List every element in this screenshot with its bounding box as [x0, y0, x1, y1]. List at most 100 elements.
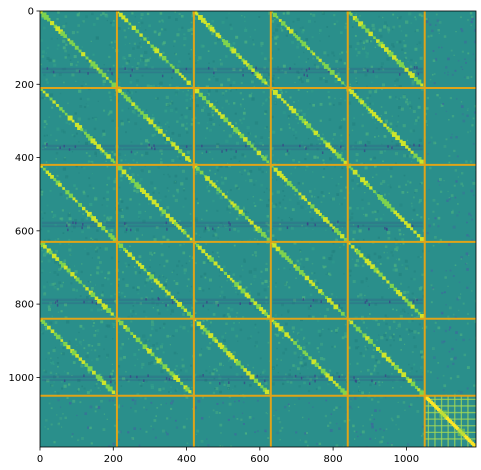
texture-cell — [448, 154, 451, 157]
texture-cell — [467, 52, 470, 55]
texture-cell — [185, 262, 188, 265]
diagonal-cell — [111, 390, 116, 394]
texture-cell — [361, 207, 364, 210]
dark-stripe-spot — [357, 225, 359, 228]
texture-cell — [176, 291, 180, 295]
texture-cell — [159, 133, 162, 135]
diagonal-cell — [110, 158, 114, 162]
texture-cell — [188, 106, 192, 110]
texture-cell — [267, 198, 271, 202]
texture-cell — [362, 68, 366, 71]
diagonal-cell — [116, 241, 120, 245]
texture-cell — [432, 244, 435, 247]
dark-stripe-spot — [68, 148, 71, 151]
texture-cell — [471, 290, 473, 292]
texture-cell — [236, 417, 239, 420]
texture-cell — [364, 67, 366, 70]
texture-cell — [317, 138, 320, 141]
texture-cell — [288, 410, 290, 412]
texture-cell — [253, 85, 256, 88]
texture-cell — [349, 45, 353, 49]
texture-cell — [304, 363, 307, 367]
texture-cell — [118, 78, 120, 80]
texture-cell — [158, 192, 160, 194]
diagonal-cell — [124, 249, 128, 253]
texture-cell — [418, 201, 421, 204]
texture-cell — [170, 401, 173, 405]
texture-cell — [92, 23, 96, 26]
diagonal-cell — [349, 13, 353, 16]
diagonal-cell — [80, 128, 84, 132]
texture-cell — [89, 65, 93, 69]
texture-cell — [410, 202, 413, 205]
texture-cell — [382, 160, 384, 163]
diagonal-cell — [391, 362, 395, 366]
diagonal-cell — [330, 147, 334, 151]
texture-cell — [419, 366, 423, 370]
texture-cell — [281, 69, 283, 71]
texture-cell — [105, 356, 108, 359]
texture-cell — [127, 380, 130, 383]
texture-cell — [417, 332, 420, 335]
texture-cell — [140, 297, 143, 300]
texture-cell — [146, 58, 150, 62]
texture-cell — [450, 357, 453, 361]
texture-cell — [148, 203, 150, 205]
texture-cell — [218, 411, 221, 414]
texture-cell — [230, 158, 233, 161]
texture-cell — [158, 82, 161, 85]
diagonal-cell — [259, 307, 264, 312]
diagonal-cell — [340, 311, 345, 316]
texture-cell — [294, 339, 297, 342]
texture-cell — [62, 232, 65, 234]
texture-cell — [329, 429, 333, 432]
texture-cell — [102, 132, 106, 136]
dark-stripe-spot — [78, 70, 81, 73]
texture-cell — [414, 191, 416, 194]
texture-cell — [284, 207, 287, 210]
texture-cell — [167, 370, 171, 374]
texture-cell — [87, 117, 91, 121]
texture-cell — [102, 129, 105, 133]
texture-cell — [187, 89, 189, 92]
texture-cell — [230, 90, 232, 92]
diagonal-cell — [369, 109, 374, 114]
texture-cell — [294, 167, 296, 169]
texture-cell — [98, 261, 102, 264]
diagonal-cell — [351, 245, 355, 249]
texture-cell — [417, 314, 421, 317]
diagonal-cell — [209, 103, 214, 108]
texture-cell — [149, 84, 153, 88]
texture-cell — [57, 398, 60, 402]
texture-cell — [67, 223, 71, 227]
texture-cell — [319, 40, 321, 42]
texture-cell — [396, 41, 399, 44]
diagonal-cell — [212, 29, 216, 33]
texture-cell — [382, 282, 384, 284]
diagonal-cell — [40, 242, 46, 248]
texture-cell — [274, 203, 278, 206]
texture-cell — [291, 326, 295, 330]
texture-cell — [79, 324, 83, 328]
texture-cell — [151, 288, 153, 290]
texture-cell — [225, 164, 229, 168]
texture-cell — [198, 56, 202, 60]
diagonal-cell — [55, 334, 61, 340]
texture-cell — [395, 379, 399, 383]
texture-cell — [160, 158, 163, 161]
last-block-subblock — [439, 410, 447, 418]
texture-cell — [375, 218, 378, 221]
diagonal-cell — [120, 91, 125, 96]
texture-cell — [414, 30, 417, 33]
texture-cell — [219, 269, 223, 273]
texture-cell — [77, 24, 80, 27]
y-tick-label: 800 — [15, 300, 34, 311]
texture-cell — [73, 55, 77, 59]
texture-cell — [128, 54, 132, 57]
texture-cell — [190, 122, 194, 126]
texture-cell — [366, 368, 370, 372]
texture-cell — [369, 313, 371, 315]
dark-stripe-spot — [368, 227, 370, 231]
texture-cell — [239, 103, 242, 106]
